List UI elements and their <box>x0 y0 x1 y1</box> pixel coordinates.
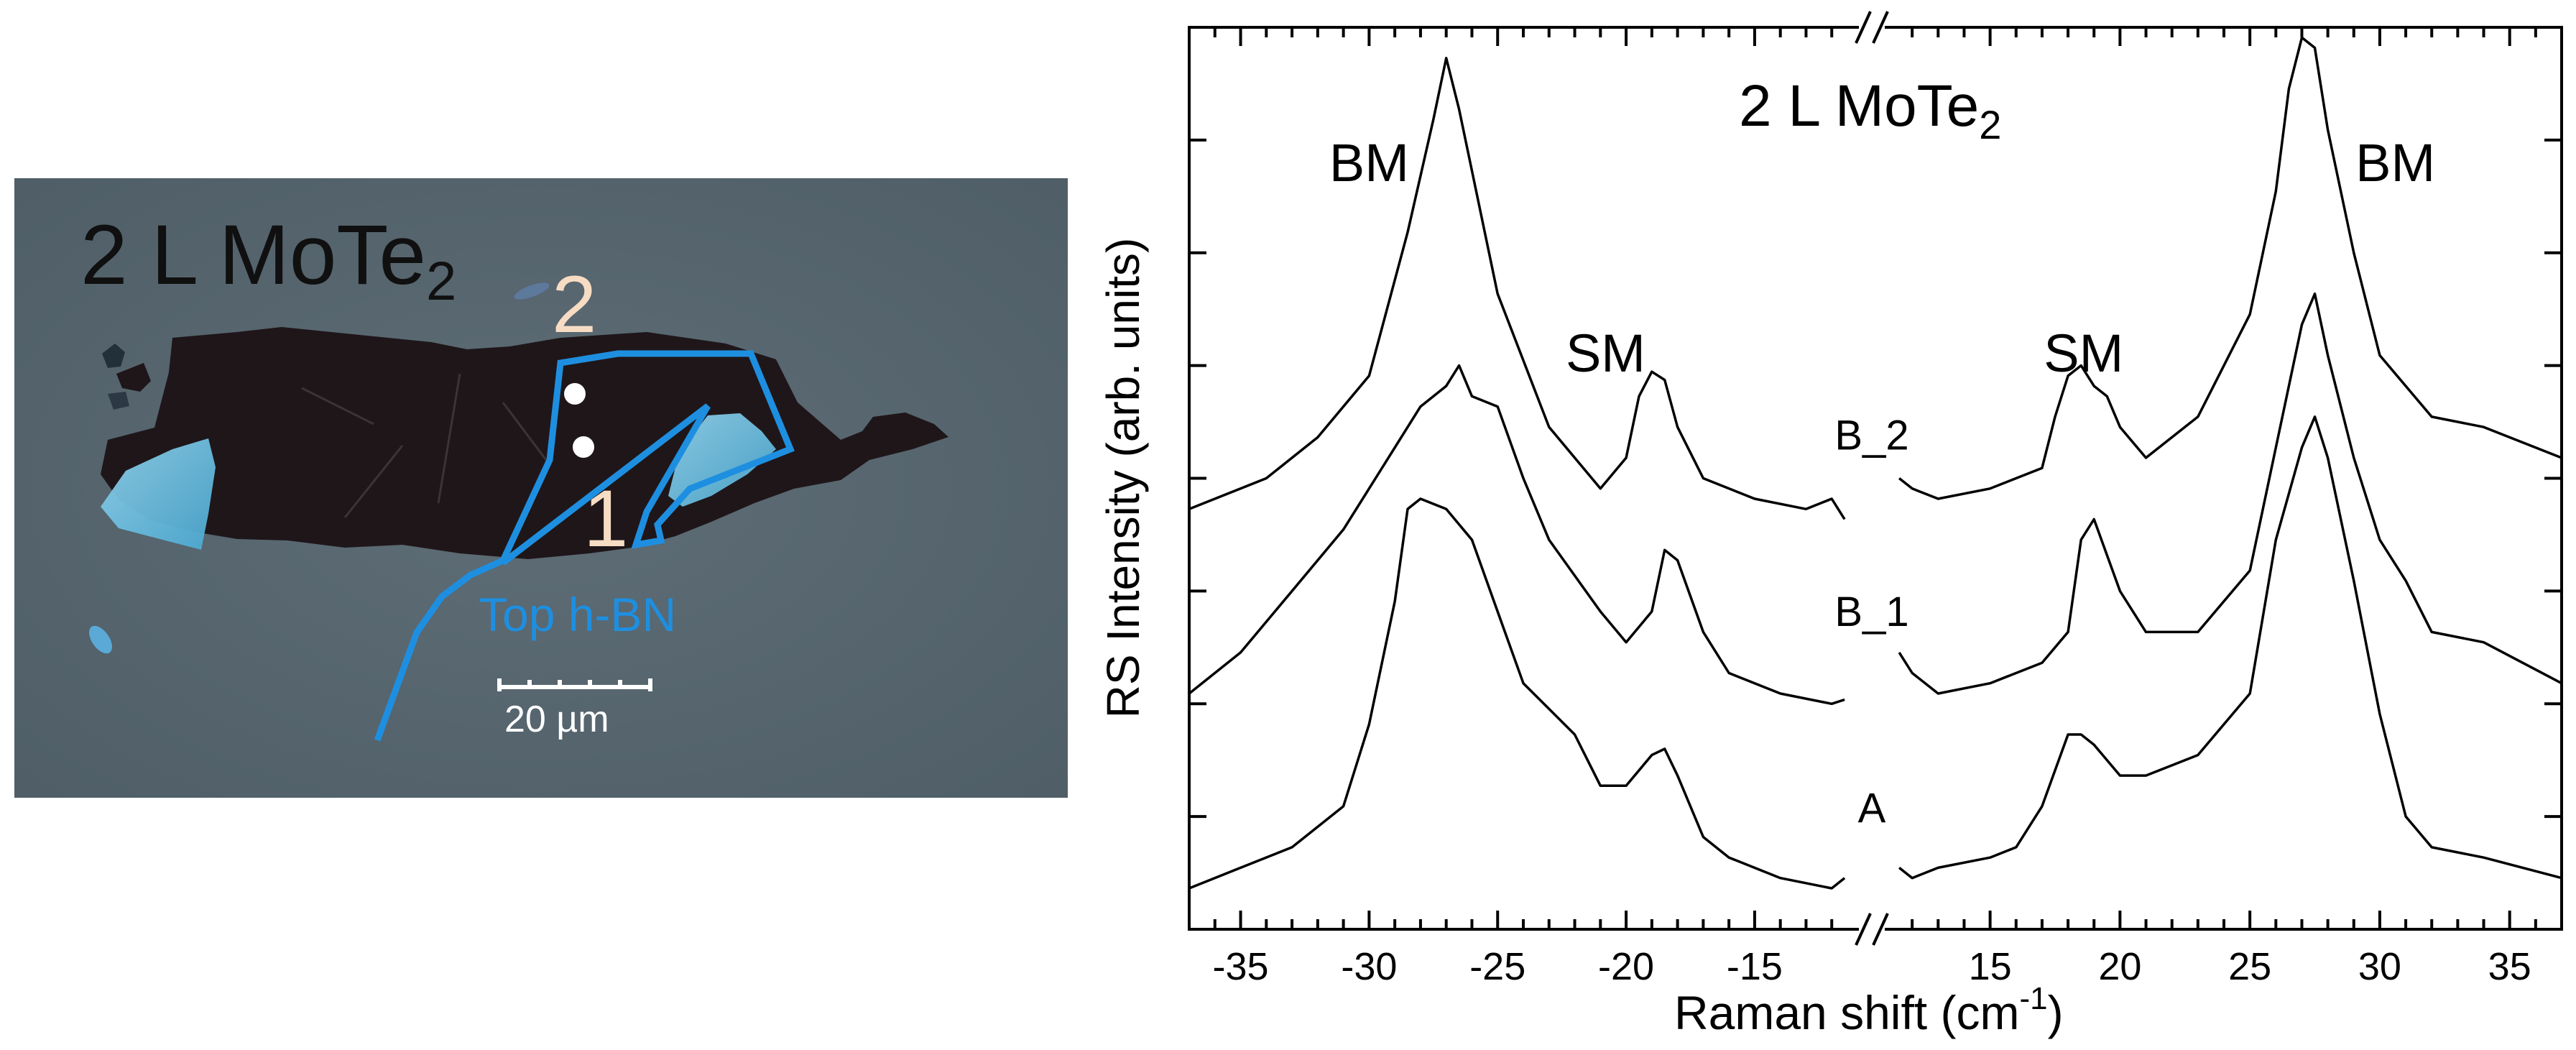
x-tick-label: 20 <box>2098 945 2141 988</box>
x-tick-label: -15 <box>1727 945 1783 988</box>
peak-annotation-sm: SM <box>2044 323 2123 383</box>
measurement-point-1 <box>573 436 594 458</box>
series-labels: B_2 B_1 A <box>1834 413 1908 832</box>
axis-break-slash <box>1872 11 1889 44</box>
series-label-A: A <box>1858 786 1886 832</box>
axis-break-slash <box>1855 11 1872 44</box>
flake-fragment-3 <box>108 392 129 410</box>
blue-speck-2 <box>514 282 550 300</box>
flake-cracks <box>301 373 548 518</box>
series-line-B_1-right <box>1898 293 2562 695</box>
y-ticks <box>1189 138 2562 819</box>
point-label-2: 2 <box>552 259 596 349</box>
series-line-A-right <box>1898 415 2562 880</box>
series-line-B_2-right <box>1898 36 2562 500</box>
chart-title: 2 L MoTe2 <box>1739 73 2001 147</box>
series-line-A-left <box>1188 497 1846 890</box>
peak-annotation-bm: BM <box>1329 133 1409 193</box>
peak-annotation-bm: BM <box>2355 133 2435 193</box>
axis-break <box>1855 11 1889 946</box>
series-label-B_2: B_2 <box>1834 413 1908 459</box>
scale-bar <box>497 678 652 691</box>
x-ticks: -35 -30 -25 -20 -15 15 20 25 30 35 <box>1188 27 2563 988</box>
axis-break-slash <box>1855 913 1872 946</box>
annotations: BM SM SM BM <box>1329 133 2435 383</box>
series-label-B_1: B_1 <box>1834 589 1908 635</box>
axis-break-slash <box>1872 913 1889 946</box>
x-tick-label: 30 <box>2358 945 2401 988</box>
thin-flake-left <box>101 438 216 550</box>
y-axis-label: RS Intensity (arb. units) <box>1097 238 1149 719</box>
x-tick-label: 15 <box>1969 945 2012 988</box>
scale-bar-label: 20 µm <box>504 699 609 740</box>
series-line-B_2-left <box>1188 57 1846 520</box>
x-tick-label: -35 <box>1213 945 1269 988</box>
series-lines <box>1188 36 2562 890</box>
mote2-flake <box>101 327 948 559</box>
blue-speck <box>89 625 112 654</box>
x-tick-label: 35 <box>2488 945 2531 988</box>
x-tick-label: -30 <box>1341 945 1397 988</box>
flake-fragment <box>102 344 125 368</box>
micrograph-title: 2 L MoTe2 <box>80 208 456 312</box>
hbn-outline <box>374 350 795 742</box>
micrograph-svg: 2 L MoTe2 2 1 Top h-BN 20 µm <box>14 178 1068 798</box>
hbn-label: Top h-BN <box>479 588 676 641</box>
flake-fragment-2 <box>116 363 151 392</box>
x-tick-label: 25 <box>2228 945 2271 988</box>
peak-annotation-sm: SM <box>1566 323 1645 383</box>
x-axis-label: Raman shift (cm-1) <box>1674 981 2064 1039</box>
series-line-B_1-left <box>1188 364 1845 706</box>
raman-chart-panel: -35 -30 -25 -20 -15 15 20 25 30 35 BM SM SM BM B_2 B_… <box>1078 0 2576 1046</box>
x-tick-label: -20 <box>1598 945 1654 988</box>
point-label-1: 1 <box>583 474 628 563</box>
x-tick-label: -25 <box>1469 945 1525 988</box>
measurement-point-2 <box>564 383 586 405</box>
micrograph-panel: 2 L MoTe2 2 1 Top h-BN 20 µm <box>0 0 1078 1046</box>
